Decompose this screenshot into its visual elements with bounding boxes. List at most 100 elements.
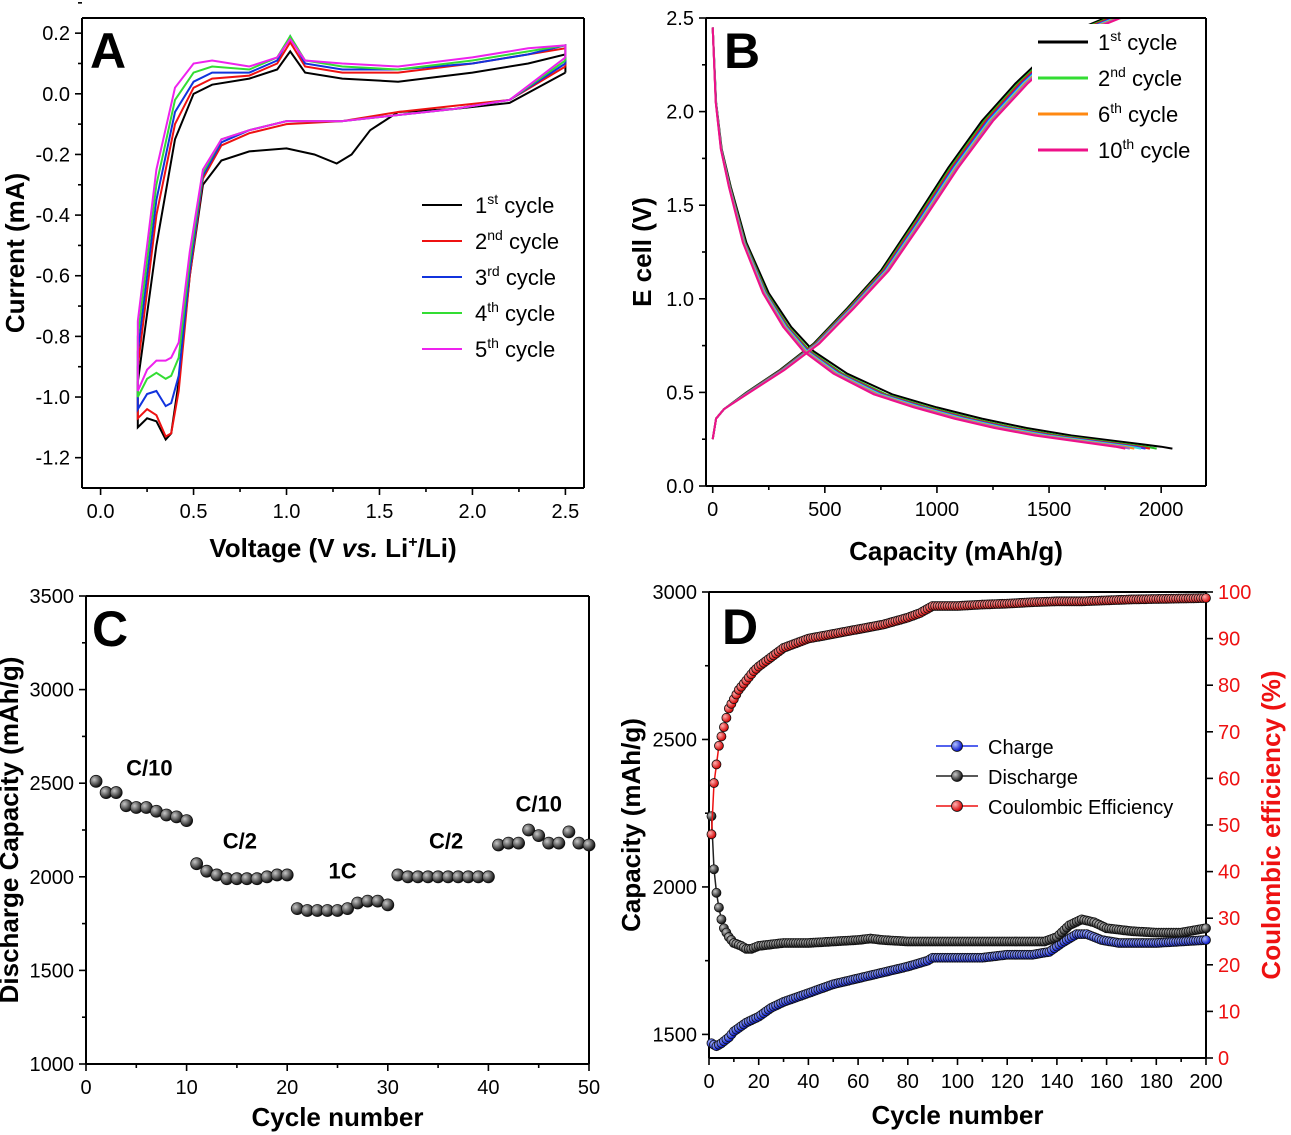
y2-tick-label: 50 [1218,815,1240,837]
data-point [190,857,204,871]
y2-tick-label: 30 [1218,908,1240,930]
data-point [280,868,294,882]
x-tick-label: 1000 [915,499,960,521]
cv-line [136,37,567,392]
legend-label: 10th cycle [1098,136,1190,163]
data-point [714,902,724,913]
data-point [709,778,719,788]
rate-label: C/2 [429,829,463,854]
data-point [109,786,123,799]
data-point [552,836,566,850]
y-tick-label: -0.4 [36,205,70,227]
x-axis-title: Cycle number [872,1100,1044,1130]
legend-num: 1 [1098,30,1110,55]
y-tick-label: 0.5 [666,382,694,404]
y-tick-label: 1.5 [666,195,694,217]
legend-sup: nd [487,227,503,243]
legend-num: 5 [475,337,487,362]
panel-letter: B [724,23,760,79]
legend-text: cycle [499,337,555,362]
data-point [89,774,103,788]
data-point [711,759,722,770]
legend-label: 1st cycle [475,191,554,218]
x-tick-label: 200 [1189,1071,1222,1093]
legend-label: 5th cycle [475,335,555,362]
y-axis-title: Current (mA) [0,173,30,333]
legend-label: 2nd cycle [1098,64,1182,91]
x-tick-label: 10 [175,1077,197,1099]
panel-d: 0 20 40 60 80 100 120 140 160 180 2001500200025003… [616,582,1286,1130]
legend-sup: th [487,299,499,315]
y-tick-label: 1.0 [666,289,694,311]
y-tick-label: 2000 [30,867,75,889]
legend-label: 4th cycle [475,299,555,326]
data-point [716,731,727,742]
rate-label: C/10 [126,756,172,781]
data-point [481,870,495,884]
legend-num: 3 [475,265,487,290]
y-axis-title: Discharge Capacity (mAh/g) [0,657,24,1004]
legend-box [1032,24,1202,166]
x-tick-label: 20 [276,1077,298,1099]
panel-a: 0.0 0.5 1.0 1.5 2.0 2.5 0.2 0.0 -0.2 -0.4 -0.6 -0.8… [0,2,585,563]
x-title-part: /Li) [418,533,457,563]
y2-tick-label: 20 [1218,955,1240,977]
x-tick-label: 120 [991,1071,1024,1093]
data-point [714,740,724,751]
legend-label: 6th cycle [1098,100,1178,127]
y-tick-label: 1500 [653,1024,698,1046]
legend-label: Charge [988,737,1054,759]
x-tick-label: 500 [808,499,841,521]
y-tick-label: 1500 [30,960,75,982]
y-axis-title: Capacity (mAh/g) [616,718,646,932]
x-tick-label: 160 [1090,1071,1123,1093]
rate-label: C/10 [515,791,561,816]
legend-num: 4 [475,301,487,326]
legend-sup: th [1110,100,1122,116]
legend-num: 2 [1098,66,1110,91]
cv-line [136,49,567,442]
y-tick-label: -0.8 [36,326,70,348]
x-title-part: Li [378,533,408,563]
y-tick-label: 0.2 [42,23,70,45]
legend-num: 2 [475,229,487,254]
x-tick-label: 30 [377,1077,399,1099]
y2-tick-label: 70 [1218,722,1240,744]
discharge-line [711,27,1126,450]
y-tick-label: 3500 [30,586,75,608]
x-axis-title: Voltage (V vs. Li+/Li) [209,533,456,563]
data-point [709,864,719,875]
legend-text: cycle [499,301,555,326]
panel-letter: A [90,23,126,79]
x-title-part: vs. [342,533,378,563]
y-tick-label: -1.2 [36,448,70,470]
x-tick-label: 60 [847,1071,869,1093]
legend-sup: th [1122,136,1134,152]
data-point [706,829,717,840]
panel-letter: D [722,599,758,655]
rate-label: C/2 [223,829,257,854]
x-tick-label: 180 [1140,1071,1173,1093]
legend-text: cycle [498,193,554,218]
y-tick-label: -0.6 [36,266,70,288]
data-point [381,898,395,912]
x-tick-label: 0 [707,499,718,521]
y-tick-label: 1000 [30,1054,75,1076]
y-tick-label: 0.0 [42,84,70,106]
legend-text: cycle [1134,138,1190,163]
y2-tick-label: 40 [1218,862,1240,884]
data-point [716,914,727,925]
y-axis-title: E cell (V) [627,197,657,307]
y-tick-label: 2000 [653,877,698,899]
x-tick-label: 40 [477,1077,499,1099]
x-tick-label: 1500 [1027,499,1072,521]
y2-tick-label: 80 [1218,675,1240,697]
legend-num: 6 [1098,102,1110,127]
data-point [711,887,722,898]
x-axis-title: Cycle number [252,1102,424,1132]
series-line [711,933,1207,1048]
y2-tick-label: 60 [1218,768,1240,790]
data-point [522,823,536,837]
y-tick-label: 0.0 [666,476,694,498]
legend-label: 1st cycle [1098,28,1177,55]
